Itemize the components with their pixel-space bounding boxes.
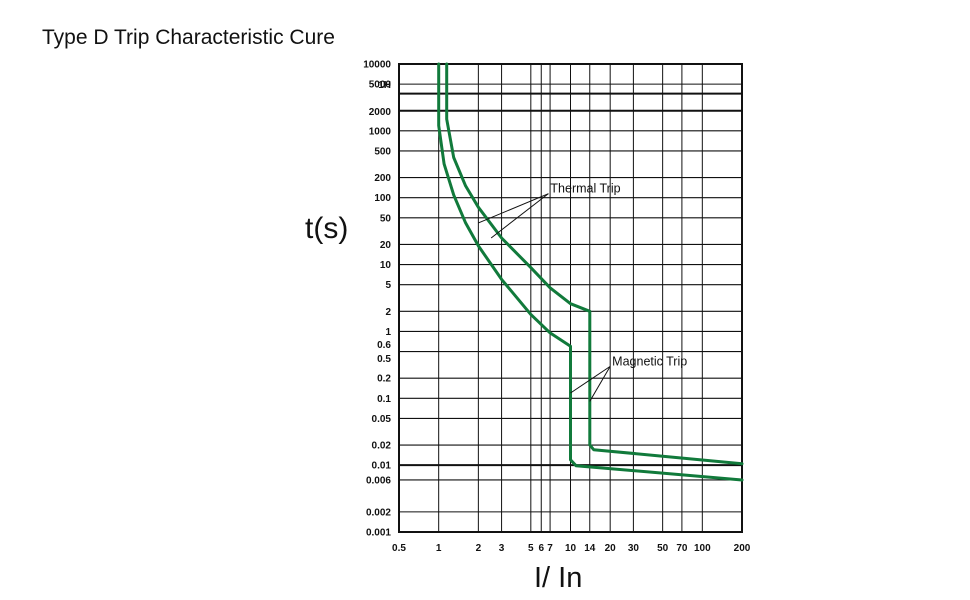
x-tick-label: 7 [547,543,553,554]
x-tick-label: 20 [605,543,617,554]
y-tick-label: 5 [385,280,391,291]
curve-lower-bound [437,62,744,482]
y-tick-label: 1000 [369,126,392,137]
annotation-pointer [490,193,549,239]
y-tick-label: 2000 [369,107,392,118]
annotation-pointer [589,366,611,402]
y-tick-label: 1H [378,80,391,91]
annotation-pointer [478,193,549,224]
y-tick-label: 20 [380,240,392,251]
y-tick-label: 0.02 [372,441,392,452]
y-tick-label: 1 [385,327,391,338]
y-tick-label: 0.1 [377,394,391,405]
x-tick-label: 100 [694,543,711,554]
x-tick-label: 200 [734,543,751,554]
y-tick-label: 500 [374,146,391,157]
y-tick-label: 0.2 [377,374,391,385]
magnetic-trip-label: Magnetic Trip [612,354,687,368]
y-tick-label: 10 [380,260,392,271]
x-tick-label: 1 [436,543,442,554]
y-tick-label: 0.002 [366,507,391,518]
y-tick-label: 200 [374,173,391,184]
x-tick-label: 14 [584,543,596,554]
y-tick-label: 2 [385,307,391,318]
x-axis-label: I/ In [534,562,583,594]
y-tick-label: 0.6 [377,340,391,351]
y-tick-label: 0.5 [377,354,391,365]
y-tick-label: 10000 [363,60,391,71]
y-tick-label: 5000 [369,80,392,91]
y-tick-label: 0.001 [366,528,391,539]
page-title: Type D Trip Characteristic Cure [42,26,335,49]
annotation-pointer [570,365,611,394]
x-tick-label: 50 [657,543,669,554]
x-tick-label: 5 [528,543,534,554]
y-tick-label: 50 [380,213,392,224]
y-tick-label: 0.01 [372,461,392,472]
x-tick-label: 10 [565,543,577,554]
x-tick-label: 70 [676,543,688,554]
curve-upper-bound [445,62,744,466]
thermal-trip-label: Thermal Trip [550,182,620,196]
x-tick-label: 3 [499,543,505,554]
y-tick-label: 0.05 [372,414,392,425]
x-tick-label: 6 [538,543,544,554]
x-tick-label: 2 [476,543,482,554]
x-tick-label: 0.5 [392,543,406,554]
x-tick-label: 30 [628,543,640,554]
y-tick-label: 0.006 [366,475,391,486]
y-tick-label: 100 [374,193,391,204]
y-axis-label: t(s) [305,212,349,245]
